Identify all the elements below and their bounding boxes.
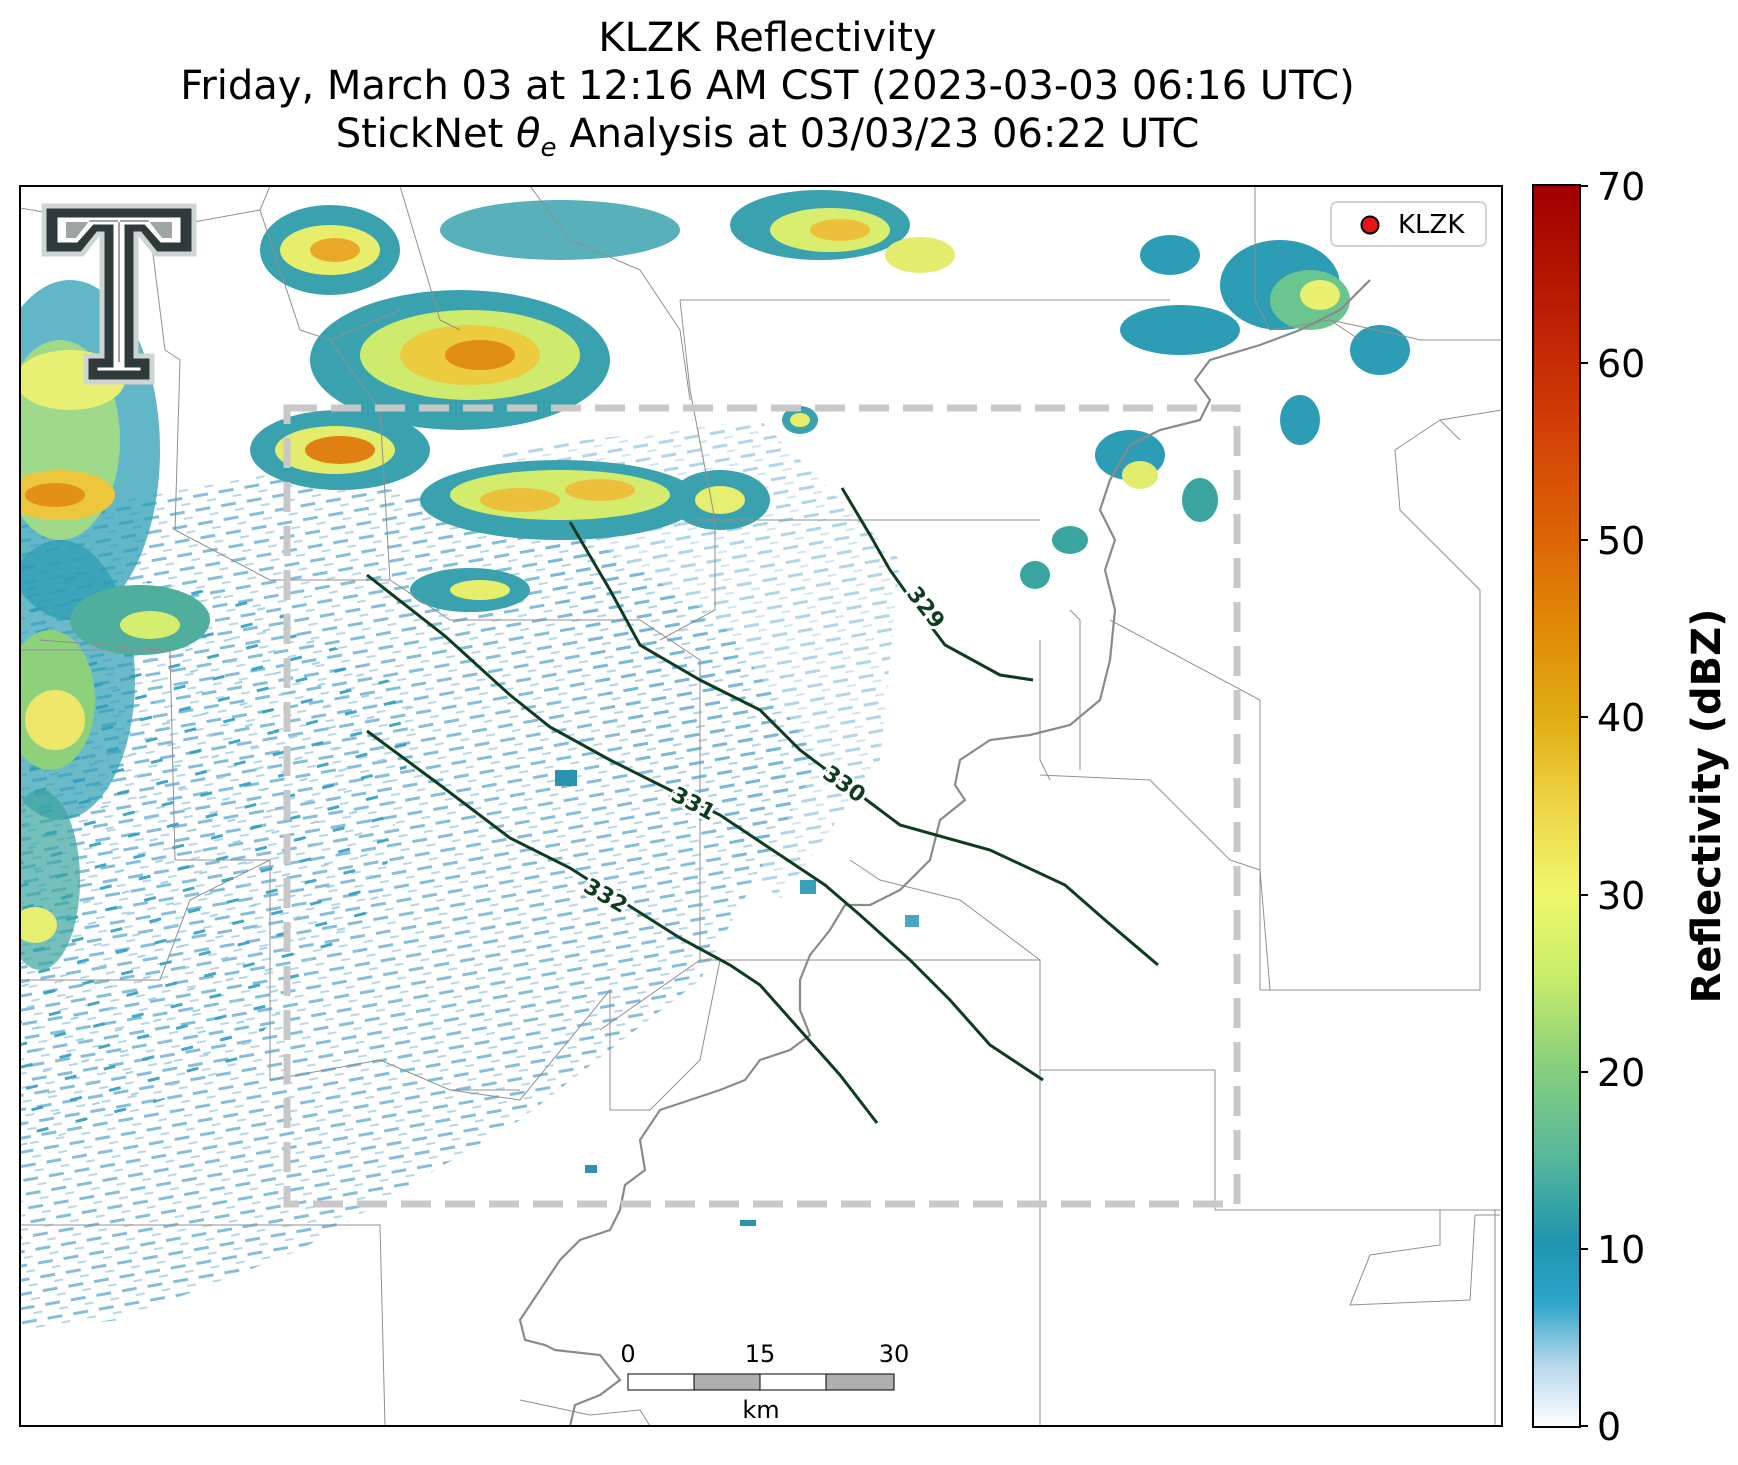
colorbar-tick-70: 70 (1597, 165, 1645, 209)
contour-330-line (568, 521, 1159, 967)
title-analysis: StickNet θe Analysis at 03/03/23 06:22 U… (0, 112, 1535, 170)
title-radar: KLZK Reflectivity (598, 15, 937, 61)
scale-unit: km (742, 1396, 779, 1424)
colorbar-tick-60: 60 (1597, 342, 1645, 386)
colorbar-tick-10: 10 (1597, 1228, 1645, 1272)
colorbar-tick-20: 20 (1597, 1051, 1645, 1095)
colorbar-tick-30: 30 (1597, 874, 1645, 918)
theta-symbol: θ (516, 111, 541, 157)
title-analysis-suffix: Analysis at 03/03/23 06:22 UTC (556, 111, 1200, 157)
colorbar: 0 10 20 30 40 50 60 70 Reflectivity (dBZ… (1532, 165, 1730, 1449)
contour-332-line (366, 729, 879, 1124)
theta-subscript: e (540, 133, 557, 163)
contour-331-line (366, 573, 1044, 1082)
map-content: 329 330 331 332 0 15 30 km (20, 186, 1502, 1426)
legend: KLZK (1330, 201, 1487, 247)
theta-e-contours (366, 487, 1159, 1124)
legend-marker (1360, 215, 1380, 235)
colorbar-tick-50: 50 (1597, 519, 1645, 563)
title-analysis-prefix: StickNet (335, 111, 516, 157)
scale-tick-15: 15 (745, 1340, 776, 1368)
colorbar-gradient (1532, 184, 1581, 1428)
contour-329-line (840, 487, 1034, 682)
river (518, 279, 1371, 1426)
analysis-domain-box (283, 404, 1241, 1208)
legend-label: KLZK (1398, 210, 1465, 240)
scale-tick-30: 30 (879, 1340, 910, 1368)
title-datetime: Friday, March 03 at 12:16 AM CST (2023-0… (180, 63, 1355, 109)
scale-bar: 0 15 30 km (620, 1340, 909, 1424)
map-frame (19, 185, 1503, 1427)
colorbar-tick-40: 40 (1597, 696, 1645, 740)
colorbar-label: Reflectivity (dBZ) (1684, 609, 1730, 1004)
scale-tick-0: 0 (620, 1340, 635, 1368)
colorbar-tick-0: 0 (1597, 1405, 1621, 1449)
texas-tech-logo (41, 203, 197, 385)
